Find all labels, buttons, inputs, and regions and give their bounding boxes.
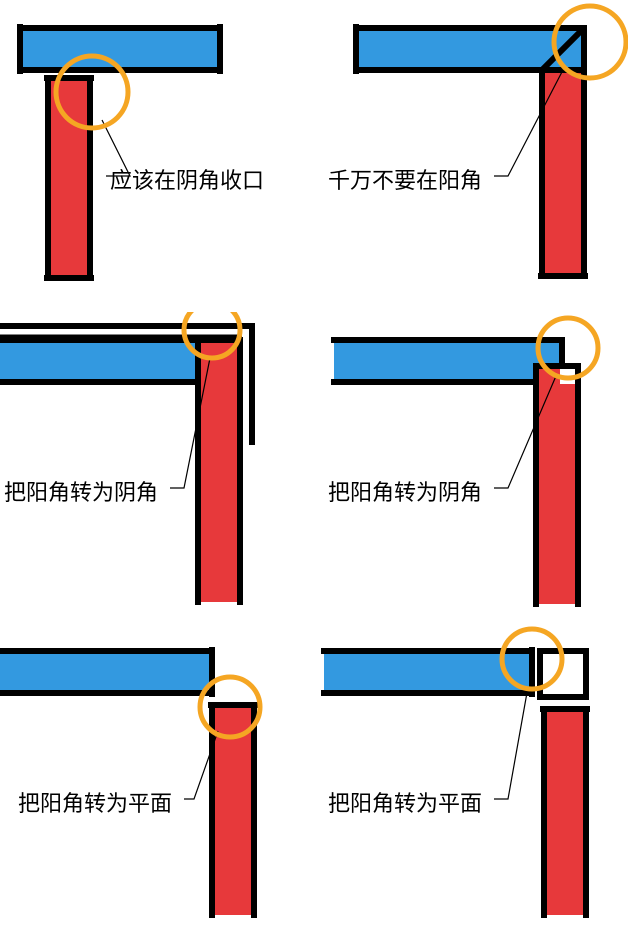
diagram-d5: 把阳角转为平面 <box>0 623 314 934</box>
diagram-d3: 把阳角转为阴角 <box>0 312 314 623</box>
diagram-label: 把阳角转为平面 <box>18 786 172 818</box>
diagram-label: 应该在阴角收口 <box>110 163 264 195</box>
diagram-label: 千万不要在阳角 <box>328 163 482 195</box>
diagram-d6: 把阳角转为平面 <box>314 623 628 934</box>
diagram-label: 把阳角转为平面 <box>328 786 482 818</box>
diagram-label: 把阳角转为阴角 <box>328 475 482 507</box>
diagram-d1: 应该在阴角收口 <box>0 0 314 311</box>
diagram-d2: 千万不要在阳角 <box>314 0 628 311</box>
diagram-label: 把阳角转为阴角 <box>4 475 158 507</box>
diagram-d4: 把阳角转为阴角 <box>314 312 628 623</box>
